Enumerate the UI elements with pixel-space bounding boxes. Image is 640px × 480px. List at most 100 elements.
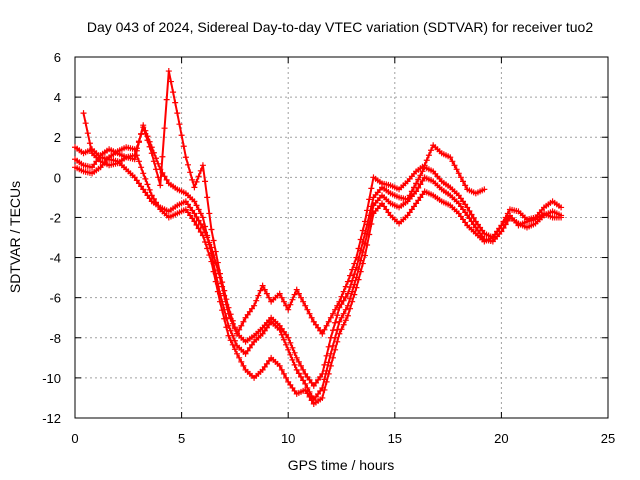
- data-point: [406, 209, 413, 216]
- data-point: [332, 346, 339, 353]
- data-point: [208, 226, 215, 233]
- data-point: [312, 321, 319, 328]
- data-point: [415, 184, 422, 191]
- data-point: [142, 130, 149, 137]
- data-point: [304, 373, 311, 380]
- data-point: [266, 294, 273, 301]
- data-point: [323, 352, 330, 359]
- data-point: [338, 326, 345, 333]
- data-point: [193, 202, 200, 209]
- data-point: [214, 288, 221, 295]
- data-point: [366, 231, 373, 238]
- data-point: [364, 207, 371, 214]
- data-point: [80, 110, 87, 117]
- data-point: [289, 344, 296, 351]
- data-point: [261, 363, 268, 370]
- plot-frame: [74, 56, 609, 419]
- data-point: [315, 324, 322, 331]
- data-point: [455, 200, 462, 207]
- data-point: [413, 180, 420, 187]
- data-point: [423, 157, 430, 164]
- data-point: [280, 328, 287, 335]
- data-point: [349, 298, 356, 305]
- data-point: [312, 393, 319, 400]
- data-point: [355, 245, 362, 252]
- data-point: [197, 210, 204, 217]
- data-point: [206, 210, 213, 217]
- data-point: [276, 326, 283, 333]
- x-tick-label: 0: [71, 431, 78, 446]
- data-point: [417, 172, 424, 179]
- data-point: [321, 326, 328, 333]
- data-point: [163, 176, 170, 183]
- data-point: [295, 290, 302, 297]
- data-point: [334, 312, 341, 319]
- data-point: [302, 370, 309, 377]
- data-point: [325, 370, 332, 377]
- data-point: [408, 206, 415, 213]
- data-point: [413, 188, 420, 195]
- data-point: [212, 278, 219, 285]
- data-point: [216, 270, 223, 277]
- data-point: [289, 296, 296, 303]
- data-point: [472, 224, 479, 231]
- data-point: [204, 194, 211, 201]
- data-point: [146, 186, 153, 193]
- data-point: [315, 390, 322, 397]
- data-point: [417, 181, 424, 188]
- data-point: [142, 175, 149, 182]
- data-point: [293, 354, 300, 361]
- data-point: [283, 302, 290, 309]
- data-point: [302, 386, 309, 393]
- y-tick-label: -6: [49, 291, 61, 306]
- data-point: [234, 330, 241, 337]
- data-point: [182, 198, 189, 205]
- data-point: [428, 147, 435, 154]
- data-point: [135, 180, 142, 187]
- data-point: [263, 324, 270, 331]
- data-point: [293, 286, 300, 293]
- data-point: [325, 318, 332, 325]
- data-point: [357, 236, 364, 243]
- y-axis-label: SDTVAR / TECUs: [7, 181, 23, 293]
- data-point: [161, 125, 168, 132]
- data-point: [131, 174, 138, 181]
- data-point: [315, 376, 322, 383]
- data-point: [163, 96, 170, 103]
- data-point: [261, 286, 268, 293]
- data-point: [278, 366, 285, 373]
- data-point: [187, 204, 194, 211]
- data-point: [253, 297, 260, 304]
- data-point: [327, 362, 334, 369]
- data-point: [283, 374, 290, 381]
- data-point: [246, 344, 253, 351]
- axis-ticks: 0 5 10 15 20 25 -12 -10 -8 -6 -4 -2 0 2 4 6: [42, 50, 615, 446]
- data-point: [332, 306, 339, 313]
- data-point: [189, 176, 196, 183]
- data-point: [310, 318, 317, 325]
- data-point: [340, 321, 347, 328]
- data-point: [464, 204, 471, 211]
- data-point: [338, 314, 345, 321]
- data-point: [302, 380, 309, 387]
- data-point: [135, 138, 142, 145]
- data-point: [278, 331, 285, 338]
- data-point: [289, 356, 296, 363]
- data-point: [182, 154, 189, 161]
- data-point: [227, 337, 234, 344]
- y-tick-label: -4: [49, 251, 61, 266]
- data-point: [419, 177, 426, 184]
- data-point: [225, 332, 232, 339]
- data-point: [297, 373, 304, 380]
- data-point: [195, 225, 202, 232]
- x-tick-label: 10: [281, 431, 295, 446]
- data-point: [368, 220, 375, 227]
- data-point: [135, 158, 142, 165]
- data-point: [344, 312, 351, 319]
- data-point: [368, 185, 375, 192]
- data-point: [276, 290, 283, 297]
- data-point: [319, 330, 326, 337]
- y-tick-label: 2: [54, 130, 61, 145]
- data-point: [404, 212, 411, 219]
- data-point: [332, 319, 339, 326]
